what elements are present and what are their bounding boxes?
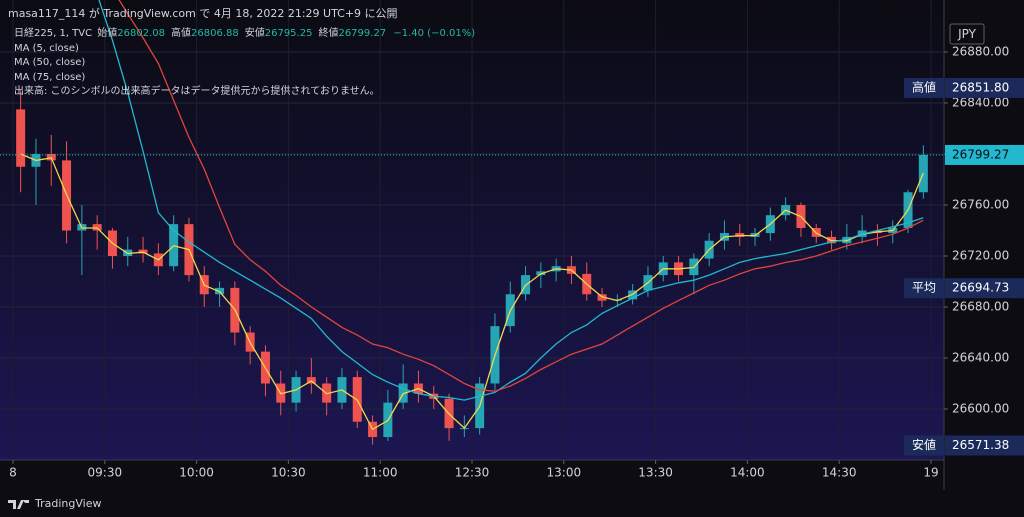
logo[interactable]: TradingView xyxy=(35,497,102,510)
y-tick-label: 26600.00 xyxy=(952,402,1009,416)
y-tick-label: 26640.00 xyxy=(952,351,1009,365)
x-tick-label: 10:00 xyxy=(179,466,214,480)
y-tick-label: 26720.00 xyxy=(952,249,1009,263)
price-label-value: 26571.38 xyxy=(952,438,1009,452)
ohlc: 始値26802.08 高値26806.88 安値26795.25 終値26799.27 xyxy=(95,28,390,39)
ohlc-label: 始値 xyxy=(97,28,118,39)
price-label-name: 高値 xyxy=(912,79,936,94)
x-tick-label: 11:00 xyxy=(363,466,398,480)
ohlc-value: 26799.27 xyxy=(338,28,387,39)
currency-box[interactable] xyxy=(949,23,985,45)
currency: JPY xyxy=(957,27,977,41)
price-label-name: 安値 xyxy=(912,437,936,452)
current-price: 26799.27 xyxy=(952,147,1009,161)
indicator-name: MA (5, close) xyxy=(14,42,79,54)
y-tick-label: 26680.00 xyxy=(952,300,1009,314)
y-tick-label: 26840.00 xyxy=(952,96,1009,110)
ohlc-value: 26795.25 xyxy=(264,28,313,39)
change: −1.40 (−0.01%) xyxy=(393,28,476,39)
plot xyxy=(0,0,944,445)
indicators: MA (5, close) MA (50, close) MA (75, close… xyxy=(14,42,479,86)
ohlc-label: 終値 xyxy=(318,28,339,39)
price-label-box xyxy=(945,77,1024,98)
symbol-line: 日経225, 1, TVC 始値26802.08 高値26806.88 安値2679… xyxy=(14,27,479,42)
ma-line xyxy=(20,153,924,431)
price-label-name-box xyxy=(904,77,944,98)
footer: TradingView xyxy=(8,497,101,510)
candle-body xyxy=(138,249,148,254)
publisher: masa117_114 が TradingView.com で 4月 18, 2… xyxy=(8,7,398,20)
ohlc-value: 26802.08 xyxy=(117,28,166,39)
indicator-name: MA (50, close) xyxy=(14,57,86,68)
x-tick-label: 13:30 xyxy=(638,466,673,480)
ohlc-value: 26806.88 xyxy=(191,28,239,39)
y-tick-label: 26760.00 xyxy=(952,198,1009,212)
x-tick-label: 10:30 xyxy=(271,466,306,480)
ohlc-label: 安値 xyxy=(244,28,265,39)
price-label-name-box xyxy=(904,278,944,299)
volume-note: 出来高: このシンボルの出来高データはデータ提供元から提供されておりません。 xyxy=(14,86,380,97)
x-tick-label: 14:00 xyxy=(730,466,765,480)
x-tick-label: 14:30 xyxy=(822,466,857,480)
symbol: 日経225, 1, TVC xyxy=(14,28,93,39)
ma-line xyxy=(118,0,924,392)
price-label-value: 26851.80 xyxy=(952,80,1009,94)
price-axis-background xyxy=(944,0,1024,490)
y-tick-label: 26880.00 xyxy=(952,45,1009,59)
ohlc-label: 高値 xyxy=(171,28,192,39)
price-label-value: 26694.73 xyxy=(952,281,1009,295)
price-label-name: 平均 xyxy=(912,281,936,295)
x-tick-label: 8 xyxy=(9,466,17,480)
price-label-name-box xyxy=(904,435,944,456)
logo-icon xyxy=(8,499,29,509)
indicator-name: MA (75, close) xyxy=(14,71,86,83)
ma-line xyxy=(98,0,924,401)
x-tick-label: 12:30 xyxy=(455,466,490,480)
price-label-box xyxy=(945,278,1024,299)
axes: 26600.00 26640.00 26680.00 26720.00 26760.00… xyxy=(9,45,1024,480)
x-tick-label: 13:00 xyxy=(547,466,582,480)
x-tick-label: 19 xyxy=(923,466,938,480)
current-price-box xyxy=(945,144,1024,165)
x-tick-label: 09:30 xyxy=(88,466,123,480)
candle-body xyxy=(16,109,26,167)
legend: 日経225, 1, TVC 始値26802.08 高値26806.88 安値2679… xyxy=(14,27,479,100)
price-label-box xyxy=(945,435,1024,456)
candle-body xyxy=(92,224,102,231)
